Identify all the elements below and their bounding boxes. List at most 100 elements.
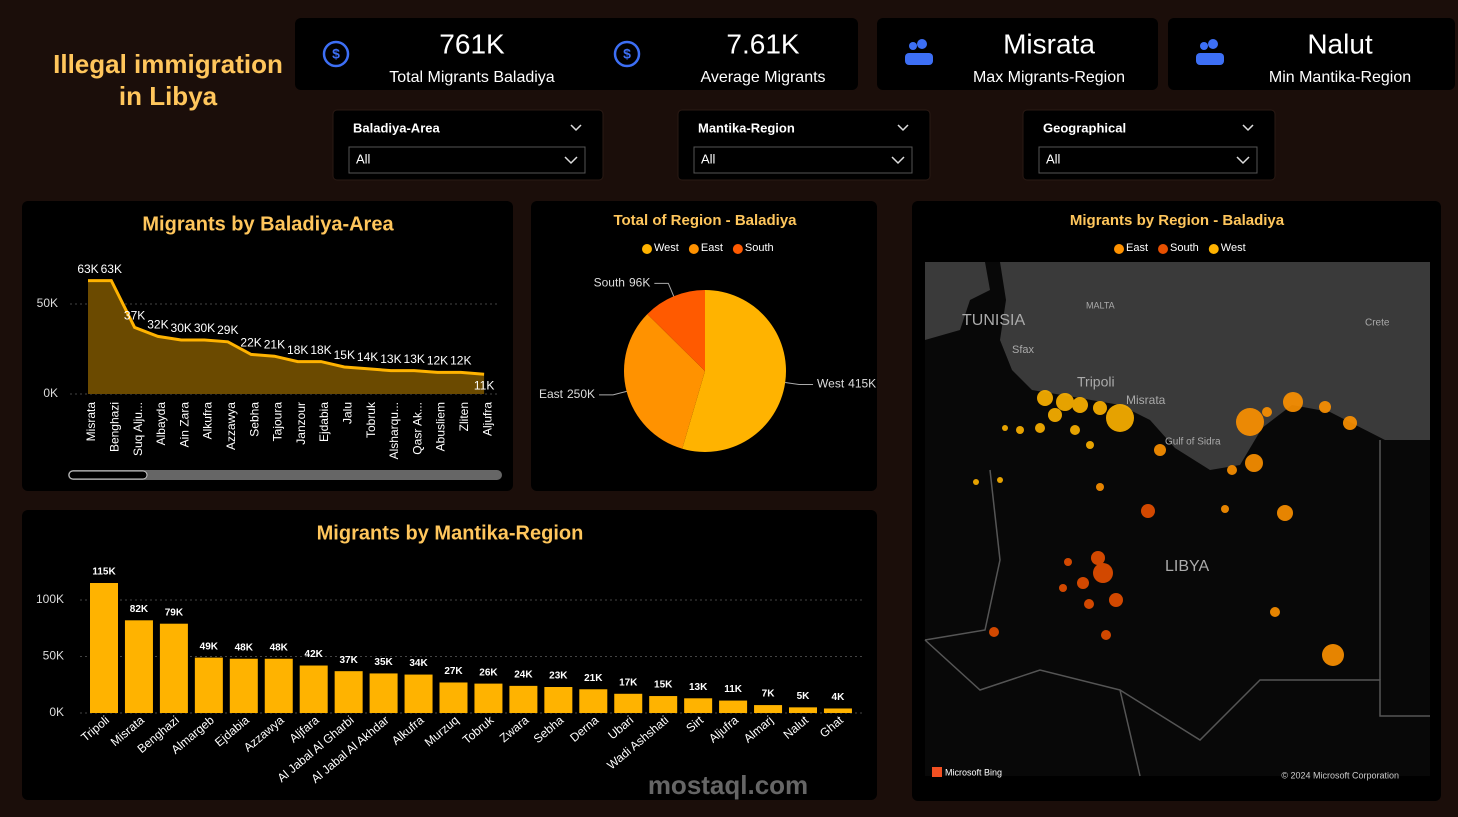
bar [299, 665, 328, 713]
data-label: 11K [474, 378, 494, 392]
x-tick-label: Zliten [457, 402, 471, 431]
data-label: 15K [654, 680, 673, 691]
scrollbar-thumb[interactable] [68, 470, 148, 480]
watermark: mostaql.com [648, 770, 808, 800]
slicer-value: All [1046, 151, 1061, 166]
panel [22, 201, 513, 491]
data-label: East 250K [539, 387, 595, 401]
x-tick-label: Ain Zara [177, 402, 191, 448]
data-label: West 415K [817, 377, 876, 391]
map-label: Tripoli [1077, 374, 1115, 390]
x-tick-label: Alkufra [201, 402, 215, 440]
x-tick-label: Benghazi [107, 402, 121, 452]
y-tick-label: 0K [43, 386, 58, 400]
chart-title: Total of Region - Baladiya [613, 212, 797, 229]
data-label: 18K [287, 343, 308, 357]
y-tick-label: 100K [36, 592, 64, 606]
data-label: 32K [147, 318, 168, 332]
slicer-dropdown[interactable] [693, 146, 913, 174]
data-label: 12K [450, 354, 471, 368]
data-label: 14K [357, 350, 378, 364]
title-line: Illegal immigration [53, 49, 283, 79]
value-label: 96K [629, 276, 650, 290]
legend-label: West [654, 242, 679, 254]
data-label: 63K [77, 262, 98, 276]
x-tick-label: Azzawya [224, 402, 238, 450]
pie-slice [647, 290, 705, 371]
leader-line [785, 382, 814, 385]
data-label: 29K [217, 323, 238, 337]
bar [90, 583, 118, 713]
slicer-dropdown[interactable] [348, 146, 586, 174]
data-label: 48K [270, 642, 289, 653]
scrollbar-track[interactable] [68, 470, 502, 480]
dashboard-title: Illegal immigration in Libya [53, 49, 283, 111]
bar [579, 689, 608, 713]
data-label: 15K [334, 348, 355, 362]
slicer-value: All [356, 151, 371, 166]
kpi-card [295, 18, 858, 90]
x-tick-label: Sebha [247, 402, 261, 437]
legend-swatch [688, 244, 699, 254]
line [88, 279, 485, 376]
chevron [1236, 156, 1250, 165]
y-tick-label: 0K [49, 705, 64, 719]
kpi-value: 7.61K [726, 28, 799, 59]
kpi-label: Average Migrants [700, 69, 825, 86]
data-label: 13K [404, 352, 425, 366]
data-label: 5K [797, 691, 811, 702]
data-label: 13K [689, 682, 708, 693]
chart-title: Migrants by Baladiya-Area [142, 213, 394, 235]
panel [22, 510, 877, 800]
pie-slice [682, 290, 787, 452]
bar [684, 698, 713, 713]
map-label: Gulf of Sidra [1165, 437, 1221, 448]
map-label: Crete [1365, 318, 1390, 329]
legend-label: East [701, 242, 723, 254]
kpi-icon [322, 40, 641, 68]
bar [719, 700, 748, 713]
x-tick-label: Qasr Ak... [410, 402, 424, 455]
data-label: 24K [514, 670, 533, 681]
data-label: 23K [549, 671, 568, 682]
slicer-label: Geographical [1043, 120, 1126, 135]
kpi-card [877, 18, 1158, 90]
data-label: 34K [409, 658, 428, 669]
slicer-dropdown[interactable] [1038, 146, 1258, 174]
bar [474, 683, 503, 713]
legend-swatch [1208, 244, 1219, 254]
x-tick-label: Jalu [340, 402, 354, 424]
data-label: 48K [235, 642, 254, 653]
data-label: 27K [444, 666, 463, 677]
kpi-icon [905, 39, 1224, 65]
data-label: 26K [479, 667, 498, 678]
x-tick-label: Tajoura [271, 402, 285, 442]
data-label: 21K [584, 673, 603, 684]
data-label: 82K [130, 604, 149, 615]
data-label: 4K [832, 692, 846, 703]
chart-title: Migrants by Mantika-Region [317, 522, 584, 544]
category-name: West [817, 377, 845, 391]
x-tick-label: Misrata [84, 402, 98, 442]
category-name: East [539, 387, 564, 401]
svg-text:$: $ [332, 46, 340, 62]
legend-swatch [642, 244, 652, 254]
x-tick-label: Janzour [294, 402, 308, 445]
bar [264, 658, 293, 713]
data-label: 11K [724, 684, 743, 695]
title-line: in Libya [119, 81, 218, 111]
legend-label: West [1221, 242, 1246, 254]
y-tick-label: 50K [43, 649, 64, 663]
bar [159, 623, 188, 713]
map-provider: Microsoft Bing [945, 767, 1002, 777]
chevron [570, 124, 582, 132]
data-label: 35K [374, 657, 393, 668]
legend-swatch [1114, 244, 1124, 254]
kpi-value: Nalut [1307, 28, 1373, 59]
data-label: 22K [240, 336, 261, 350]
leader-line [599, 390, 627, 396]
bar [754, 705, 783, 713]
x-tick-label: Tobruk [364, 401, 378, 438]
data-label: 7K [762, 689, 776, 700]
